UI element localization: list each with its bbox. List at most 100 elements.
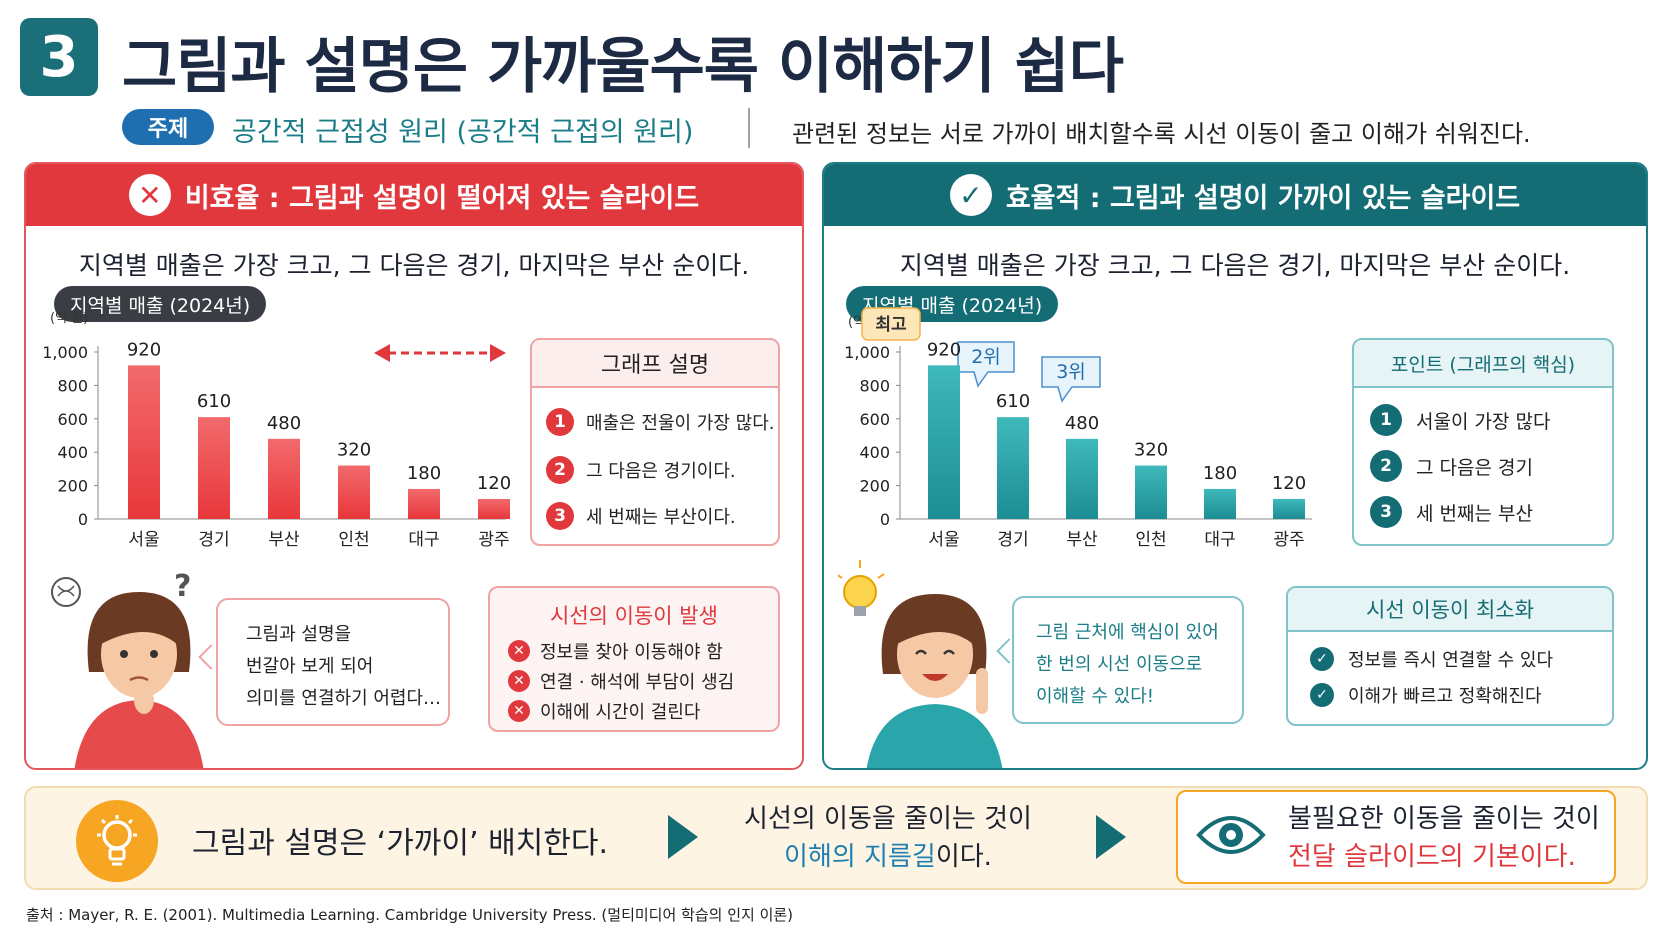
confused-speech-bubble: 그림과 설명을 번갈아 보게 되어 의미를 연결하기 어렵다…: [216, 598, 450, 726]
y-tick-label: 600: [859, 410, 890, 429]
x-category-label: 대구: [1204, 530, 1235, 550]
y-tick-label: 0: [78, 510, 88, 529]
svg-text:3위: 3위: [1056, 361, 1086, 383]
rank-2-badge: 2위: [957, 341, 1015, 388]
right-summary-sentence: 지역별 매출은 가장 크고, 그 다음은 경기, 마지막은 부산 순이다.: [899, 251, 1571, 280]
number-badge: 2: [1370, 450, 1402, 482]
conclusion-highlight: 전달 슬라이드의 기본이다.: [1288, 842, 1576, 872]
issue-text: 정보를 찾아 이동해야 함: [540, 642, 723, 663]
topic-label: 주제: [122, 109, 214, 145]
y-tick-label: 800: [57, 376, 88, 395]
x-category-label: 부산: [268, 530, 300, 550]
point-text: 세 번째는 부산: [1416, 502, 1533, 525]
issue-title: 시선의 이동이 발생: [550, 604, 718, 628]
bar-value-label: 610: [197, 391, 231, 412]
y-tick-label: 0: [880, 510, 890, 529]
bar-서울: [928, 365, 960, 519]
section-number-badge: 3: [20, 18, 98, 96]
description-text: 매출은 전울이 가장 많다.: [586, 413, 775, 434]
y-tick-label: 200: [57, 477, 88, 496]
benefit-text: 정보를 즉시 연결할 수 있다: [1348, 650, 1554, 671]
x-category-label: 광주: [478, 530, 509, 550]
summary-suffix: 이다.: [935, 842, 992, 872]
description-text: 세 번째는 부산이다.: [586, 507, 736, 528]
check-icon: ✓: [1310, 647, 1334, 671]
description-item: 3 세 번째는 부산이다.: [546, 502, 736, 530]
y-tick-label: 200: [859, 477, 890, 496]
bar-value-label: 320: [1134, 440, 1168, 461]
check-circle-icon: ✓: [949, 174, 992, 216]
x-category-label: 대구: [408, 530, 439, 550]
conclusion-text: 불필요한 이동을 줄이는 것이 전달 슬라이드의 기본이다.: [1288, 800, 1600, 876]
bar-value-label: 120: [477, 473, 511, 494]
issue-item: ✕ 정보를 찾아 이동해야 함: [508, 638, 723, 664]
x-category-label: 경기: [198, 530, 229, 550]
y-tick-label: 800: [859, 376, 890, 395]
benefit-item: ✓ 정보를 즉시 연결할 수 있다: [1310, 646, 1553, 672]
eye-icon: [1196, 816, 1266, 854]
y-tick-label: 400: [57, 443, 88, 462]
x-mark-icon: ✕: [508, 640, 530, 662]
x-mark-icon: ✕: [508, 700, 530, 722]
bar-인천: [338, 465, 370, 519]
summary-main-text: 그림과 설명은 ‘가까이’ 배치한다.: [192, 826, 609, 861]
left-summary-sentence: 지역별 매출은 가장 크고, 그 다음은 경기, 마지막은 부산 순이다.: [78, 251, 750, 280]
number-badge: 1: [546, 408, 574, 436]
svg-text:2위: 2위: [971, 346, 1001, 368]
x-category-label: 경기: [997, 530, 1028, 550]
summary-middle-text: 시선의 이동을 줄이는 것이 이해의 지름길이다.: [718, 800, 1058, 876]
x-category-label: 인천: [338, 530, 369, 550]
issue-text: 이해에 시간이 걸린다: [540, 702, 701, 723]
check-icon: ✓: [1310, 683, 1334, 707]
inefficient-panel-title: 비효율 : 그림과 설명이 떨어져 있는 슬라이드: [184, 182, 700, 214]
number-badge: 3: [1370, 496, 1402, 528]
arrow-right-icon: [1096, 815, 1126, 859]
bar-부산: [268, 438, 300, 519]
key-point-box: 포인트 (그래프의 핵심) 1 서울이 가장 많다 2 그 다음은 경기 3 세…: [1352, 338, 1614, 546]
bar-인천: [1135, 465, 1167, 519]
happy-person-illustration: [838, 560, 1003, 768]
svg-text:최고: 최고: [875, 315, 907, 335]
x-category-label: 서울: [928, 530, 959, 550]
summary-middle-line: 이해의 지름길이다.: [718, 838, 1058, 876]
speech-line: 한 번의 시선 이동으로: [1036, 654, 1203, 675]
topic-description: 관련된 정보는 서로 가까이 배치할수록 시선 이동이 줄고 이해가 쉬워진다.: [792, 120, 1531, 148]
benefit-text: 이해가 빠르고 정확해진다: [1348, 686, 1542, 707]
x-mark-icon: ✕: [508, 670, 530, 692]
description-item: 2 그 다음은 경기이다.: [546, 456, 736, 484]
question-mark: ?: [174, 569, 191, 604]
left-bar-chart: (억 원) 0 200 400 600 800 1,000 920 서울 610 경기 480 부산 3…: [42, 311, 511, 550]
bar-value-label: 610: [996, 391, 1030, 412]
page-title: 그림과 설명은 가까울수록 이해하기 쉽다: [122, 32, 1124, 102]
key-point-title: 포인트 (그래프의 핵심): [1354, 340, 1612, 388]
y-tick-label: 400: [859, 443, 890, 462]
top-rank-badge: 최고: [861, 307, 921, 341]
confused-person-illustration: ?: [51, 569, 204, 768]
bar-value-label: 480: [267, 413, 301, 434]
double-arrow-icon: [374, 344, 506, 362]
number-badge: 2: [546, 456, 574, 484]
inefficient-panel-header: ✕ 비효율 : 그림과 설명이 떨어져 있는 슬라이드: [26, 164, 802, 226]
bar-value-label: 180: [1203, 463, 1237, 484]
bar-value-label: 920: [927, 339, 961, 360]
bar-부산: [1066, 438, 1098, 519]
issue-item: ✕ 이해에 시간이 걸린다: [508, 698, 700, 724]
y-tick-label: 1,000: [42, 343, 88, 362]
number-badge: 3: [546, 502, 574, 530]
speech-line: 그림 근처에 핵심이 있어: [1036, 622, 1219, 643]
topic-name: 공간적 근접성 원리 (공간적 근접의 원리): [232, 117, 694, 148]
minimized-title: 시선 이동이 최소화: [1288, 588, 1612, 632]
rank-3-badge: 3위: [1041, 356, 1101, 403]
bar-value-label: 320: [337, 440, 371, 461]
number-badge: 1: [1370, 404, 1402, 436]
bar-대구: [408, 488, 440, 519]
point-text: 서울이 가장 많다: [1416, 410, 1551, 433]
speech-line: 의미를 연결하기 어렵다…: [246, 688, 442, 709]
efficient-slide-panel: ✓ 효율적 : 그림과 설명이 가까이 있는 슬라이드 지역별 매출은 가장 크…: [822, 162, 1648, 770]
point-text: 그 다음은 경기: [1416, 456, 1533, 479]
bar-광주: [478, 498, 510, 519]
bar-경기: [997, 417, 1029, 519]
bar-value-label: 180: [407, 463, 441, 484]
summary-middle-line: 시선의 이동을 줄이는 것이: [744, 804, 1032, 834]
bar-value-label: 920: [127, 339, 161, 360]
